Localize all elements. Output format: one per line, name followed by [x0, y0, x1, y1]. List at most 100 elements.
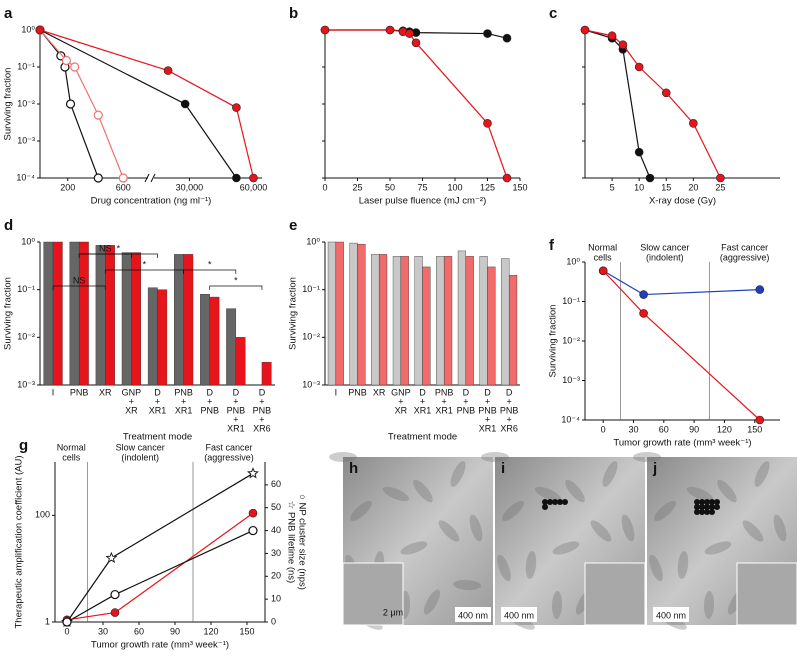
x-tick-label: PNB — [200, 405, 219, 415]
x-tick-label: D — [463, 387, 470, 397]
data-point — [755, 415, 765, 425]
inset — [584, 562, 646, 626]
micrograph-texture — [450, 461, 466, 487]
bar — [479, 256, 488, 386]
x-tick-label: 200 — [60, 182, 75, 192]
panel-label: d — [4, 217, 13, 234]
y-tick-label: 10⁻³ — [302, 379, 320, 389]
x-tick-label: PNB — [348, 387, 367, 397]
x-axis-label: Drug concentration (ng ml⁻¹) — [91, 196, 212, 207]
x-tick-label: 120 — [203, 626, 218, 636]
data-point — [661, 88, 671, 98]
y-tick-label: 10⁰ — [306, 236, 320, 246]
bar — [147, 287, 158, 386]
axis-break-gap — [148, 174, 154, 182]
y-tick-label: 10⁻¹ — [17, 61, 35, 71]
x-tick-label: 150 — [512, 182, 527, 192]
bar — [43, 241, 54, 386]
bar — [174, 254, 184, 386]
x-tick-label: XR — [373, 387, 386, 397]
x-tick-label: 10 — [634, 182, 644, 192]
micrograph-texture — [649, 554, 663, 582]
x-tick-label: XR1 — [479, 423, 497, 433]
bar — [121, 252, 132, 386]
bar — [183, 254, 194, 386]
bar — [371, 254, 380, 386]
micrograph-texture — [502, 500, 524, 522]
significance-label: * — [234, 275, 238, 285]
x-tick-label: XR6 — [500, 423, 518, 433]
x-tick-label: 15 — [661, 182, 671, 192]
y2-tick-label: 50 — [271, 502, 281, 512]
data-point — [639, 290, 648, 299]
y-tick-label: 10⁻⁴ — [561, 414, 580, 424]
x-tick-label: 30 — [98, 626, 108, 636]
data-point — [248, 525, 258, 536]
bar — [501, 258, 510, 386]
bar — [443, 256, 453, 386]
inset — [736, 562, 798, 626]
y-tick-label: 10⁻¹ — [562, 296, 580, 306]
micrograph-texture — [686, 486, 714, 502]
x-tick-label: 25 — [715, 182, 725, 192]
series-line — [584, 29, 721, 179]
x-tick-label: 0 — [64, 626, 69, 636]
x-tick-label: 75 — [417, 182, 427, 192]
region-label: Slow cancer — [640, 242, 689, 252]
data-point — [607, 31, 617, 41]
y-axis-label: Therapeutic amplification coefficient (A… — [14, 455, 25, 628]
data-point — [61, 55, 71, 66]
micrograph-texture — [633, 452, 661, 462]
bar — [131, 252, 141, 386]
x-tick-label: PNB — [227, 405, 246, 415]
bracket — [78, 253, 132, 258]
y2-tick-label: 40 — [271, 525, 281, 535]
x-tick-label: PNB — [478, 405, 497, 415]
bar — [465, 256, 474, 386]
micrograph-texture — [551, 591, 563, 619]
x-tick-label: + — [129, 396, 134, 406]
y-axis-label: Surviving fraction — [288, 277, 299, 350]
micrograph-texture — [481, 452, 509, 462]
y-tick-label: 10⁻² — [17, 98, 35, 108]
micrograph-texture — [565, 479, 585, 503]
bar — [487, 266, 496, 386]
data-point — [634, 147, 644, 157]
bar — [357, 243, 366, 386]
x-tick-label: + — [398, 396, 403, 406]
bar — [235, 337, 246, 386]
data-point — [105, 551, 118, 563]
region-label: Normal — [588, 242, 617, 252]
x-tick-label: XR1 — [227, 423, 245, 433]
micrograph-texture — [621, 514, 635, 542]
x-tick-label: 90 — [170, 626, 180, 636]
bracket — [104, 269, 184, 274]
data-point — [93, 110, 103, 120]
y2-axis-label: ○ NP cluster size (nps) — [296, 494, 307, 590]
x-tick-label: 120 — [717, 424, 732, 434]
region-label: (indolent) — [646, 252, 684, 262]
x-tick-label: 0 — [322, 182, 327, 192]
series-line — [325, 29, 508, 179]
x-tick-label: 30,000 — [176, 182, 204, 192]
bar — [436, 256, 445, 386]
nanoparticle — [709, 509, 715, 515]
y2-tick-label: 60 — [271, 479, 281, 489]
nanoparticle — [552, 499, 558, 505]
significance-label: * — [143, 259, 147, 269]
x-tick-label: PNB — [253, 405, 272, 415]
panel-label: c — [549, 5, 557, 22]
y2-tick-label: 0 — [271, 616, 276, 626]
data-point — [180, 99, 190, 109]
x-axis-label: X-ray dose (Gy) — [649, 196, 716, 207]
y-tick-label: 10⁻³ — [562, 375, 580, 385]
significance-label: * — [117, 243, 121, 253]
micrograph-texture — [773, 514, 787, 542]
nanoparticle — [699, 504, 705, 510]
bar — [157, 289, 168, 386]
x-tick-label: + — [181, 396, 186, 406]
y-tick-label: 10⁰ — [21, 236, 35, 246]
x-tick-label: XR1 — [149, 405, 167, 415]
region-label: Normal — [57, 442, 86, 452]
